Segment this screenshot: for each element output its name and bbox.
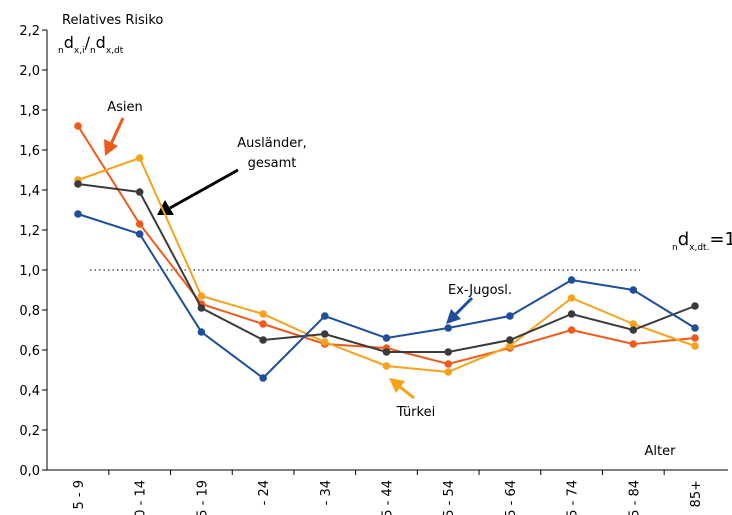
x-tick-label: 5 - 84	[627, 480, 642, 515]
point	[382, 334, 391, 342]
point	[629, 340, 638, 348]
y-tick-label: 1,0	[19, 264, 40, 279]
label-part: =1	[709, 229, 732, 250]
point	[74, 180, 82, 188]
series-label: Ex-Jugosl.	[448, 283, 512, 298]
point	[135, 154, 144, 162]
point	[321, 338, 329, 346]
point	[506, 336, 514, 344]
label-part: x,dt.	[689, 243, 709, 253]
y-tick-label: 0,6	[19, 344, 40, 359]
x-tick-label: 5 - 9	[72, 480, 87, 510]
arrows	[104, 117, 474, 400]
point	[506, 312, 514, 320]
y-tick-label: 2,2	[19, 24, 40, 39]
x-tick-label: 5 - 19	[195, 480, 210, 515]
arrow-head	[389, 378, 405, 393]
y-tick-label: 1,2	[19, 224, 40, 239]
label-part: /	[85, 33, 91, 52]
label-part: d	[678, 229, 689, 250]
y-tick-label: 0,0	[19, 464, 40, 479]
x-tick-label: 5 - 64	[504, 480, 519, 515]
arrow-asien	[109, 117, 125, 145]
point	[691, 302, 699, 310]
point	[444, 348, 453, 356]
label-part: x,i	[74, 46, 85, 56]
point	[691, 334, 699, 342]
reference-label: ndx,dt.=1	[672, 229, 732, 253]
y-tick-label: 1,4	[19, 184, 40, 199]
y-axis-title: Relatives Risiko	[62, 13, 163, 28]
point	[259, 320, 267, 328]
label-part: n	[672, 243, 678, 253]
point	[321, 330, 329, 338]
x-tick-label: 85+	[689, 480, 704, 507]
point	[259, 336, 267, 344]
point	[382, 362, 391, 370]
point	[259, 374, 267, 382]
x-tick-label: 5 - 74	[566, 480, 581, 515]
y-tick-label: 2,0	[19, 64, 40, 79]
arrow-jugosl	[454, 296, 474, 316]
series-label: Ausländer, gesamt	[237, 136, 306, 171]
x-tick-label: - 24	[257, 480, 272, 505]
point	[629, 320, 638, 328]
point	[567, 326, 576, 334]
y-tick-label: 0,8	[19, 304, 40, 319]
label-part: n	[58, 46, 64, 56]
point	[567, 276, 576, 284]
point	[197, 304, 206, 312]
y-axis-formula: ndx,i/ndx,dt	[58, 33, 124, 56]
point	[135, 230, 144, 238]
y-tick-label: 0,4	[19, 384, 40, 399]
point	[74, 210, 82, 218]
point	[629, 286, 638, 294]
x-tick-label: 5 - 44	[381, 480, 396, 515]
series-label: Türkei	[396, 405, 435, 420]
y-tick-label: 0,2	[19, 424, 40, 439]
arrow-tuerkei	[399, 385, 415, 400]
point	[135, 188, 144, 196]
point	[629, 326, 638, 334]
arrow-head	[104, 139, 118, 156]
point	[197, 328, 206, 336]
point	[691, 324, 699, 332]
point	[506, 342, 514, 350]
point	[74, 122, 82, 130]
series-line	[77, 183, 696, 353]
label-line: Ausländer,	[237, 136, 306, 151]
y-tick-label: 1,6	[19, 144, 40, 159]
point	[321, 312, 329, 320]
arrow-head	[157, 200, 174, 215]
y-tick-label: 1,8	[19, 104, 40, 119]
point	[259, 310, 267, 318]
arrow-auslaender	[169, 168, 239, 210]
point	[382, 348, 391, 356]
label-line: gesamt	[248, 156, 297, 171]
point	[444, 368, 453, 376]
point	[444, 324, 453, 332]
label-part: x,dt	[106, 46, 124, 56]
series-line	[77, 125, 696, 366]
point	[691, 342, 699, 350]
point	[444, 360, 453, 368]
point	[567, 310, 576, 318]
x-tick-label: 0 - 14	[134, 480, 149, 515]
point	[135, 220, 144, 228]
arrow-head	[446, 309, 461, 324]
point	[567, 294, 576, 302]
x-tick-label: 5 - 54	[442, 480, 457, 515]
x-axis-title: Alter	[645, 444, 677, 459]
label-part: d	[96, 33, 106, 52]
label-part: d	[64, 33, 74, 52]
x-tick-label: - 34	[319, 480, 334, 505]
label-part: n	[90, 46, 96, 56]
point	[197, 292, 206, 300]
series-label: Asien	[107, 100, 143, 115]
